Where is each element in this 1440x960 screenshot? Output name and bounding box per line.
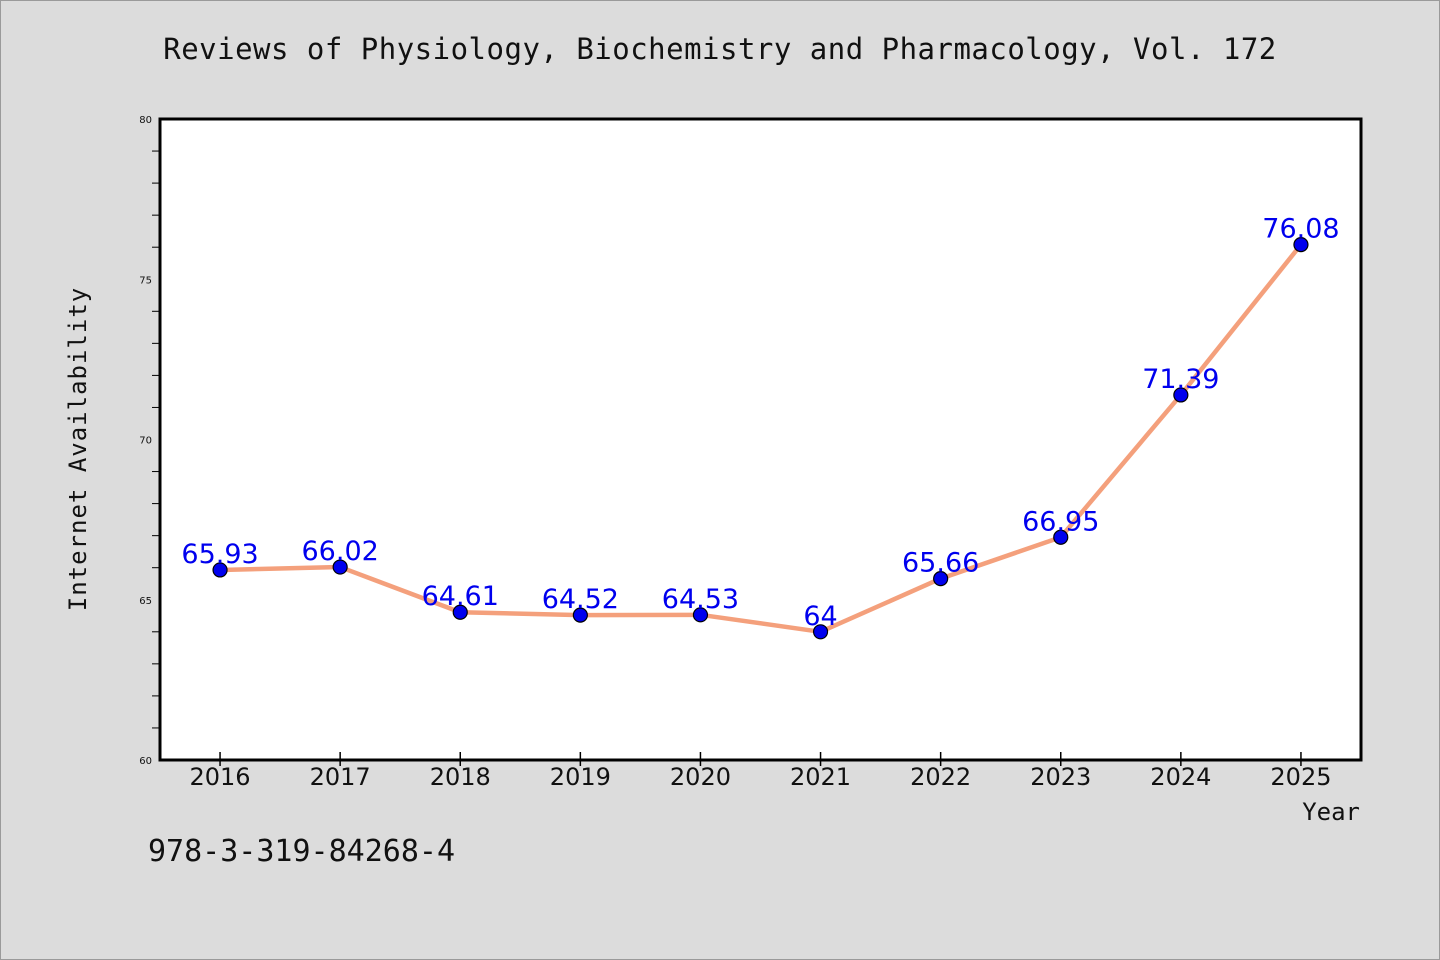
data-label: 65.66 — [902, 548, 979, 579]
data-label: 65.93 — [181, 539, 258, 570]
data-label: 64.53 — [662, 584, 739, 615]
data-point — [1053, 529, 1069, 545]
y-axis: 60 65 70 75 80 — [139, 115, 160, 767]
x-tick-label: 2023 — [1030, 763, 1091, 791]
y-axis-label: Internet Availability — [64, 287, 92, 611]
x-axis: 2016 2017 2018 2019 2020 2021 2022 2023 2024 2025 — [190, 752, 1331, 791]
isbn-text: 978-3-319-84268-4 — [148, 834, 456, 869]
x-tick-label: 2025 — [1270, 763, 1331, 791]
y-tick-label: 60 — [139, 756, 152, 767]
data-label: 71.39 — [1142, 364, 1219, 395]
y-tick-label: 80 — [139, 115, 152, 126]
data-point — [933, 570, 949, 587]
data-point — [1293, 237, 1309, 253]
data-label: 66.95 — [1022, 506, 1099, 537]
series-line — [217, 242, 1304, 635]
x-tick-label: 2018 — [430, 763, 491, 791]
data-label: 66.02 — [302, 536, 379, 567]
data-point — [572, 607, 588, 623]
x-tick-label: 2017 — [310, 763, 371, 791]
data-label: 64.52 — [542, 584, 619, 615]
x-tick-label: 2019 — [550, 763, 611, 791]
data-labels: 65.93 66.02 64.61 64.52 64.53 64 65.66 66.95 71.… — [181, 214, 1339, 632]
x-tick-label: 2022 — [910, 763, 971, 791]
x-tick-label: 2024 — [1150, 763, 1211, 791]
y-tick-label: 75 — [139, 275, 152, 286]
data-label: 64 — [803, 601, 837, 632]
x-tick-label: 2021 — [790, 763, 851, 791]
data-label: 76.08 — [1262, 214, 1339, 245]
data-point — [212, 562, 228, 578]
chart-title: Reviews of Physiology, Biochemistry and … — [163, 32, 1277, 66]
data-series — [212, 237, 1309, 640]
y-tick-label: 70 — [139, 436, 152, 447]
x-tick-label: 2020 — [670, 763, 731, 791]
y-tick-label: 65 — [139, 596, 152, 607]
data-point — [332, 559, 348, 575]
data-point — [812, 624, 829, 640]
data-point — [1173, 387, 1189, 403]
data-point — [452, 604, 468, 620]
x-tick-label: 2016 — [190, 763, 251, 791]
data-point — [692, 607, 709, 623]
plot-area — [158, 117, 1363, 762]
data-label: 64.61 — [422, 581, 499, 612]
x-axis-label: Year — [1302, 798, 1360, 826]
